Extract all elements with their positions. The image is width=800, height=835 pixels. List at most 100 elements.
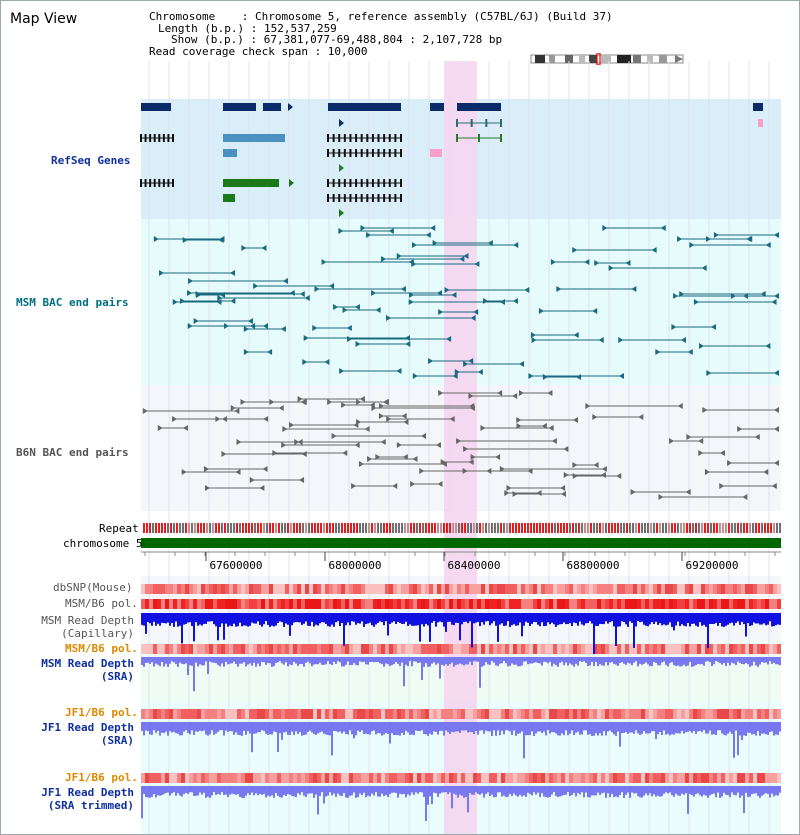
polymorphism-cell [453, 773, 457, 783]
polymorphism-cell [489, 644, 493, 654]
bac-end-marker [153, 236, 159, 242]
read-depth-bar [449, 613, 451, 622]
read-depth-bar [333, 613, 335, 627]
polymorphism-cell [345, 584, 349, 594]
read-depth-bar [697, 786, 699, 794]
read-depth-bar [499, 613, 501, 625]
polymorphism-cell [485, 773, 489, 783]
bac-end-marker [378, 413, 384, 419]
read-depth-bar [317, 722, 319, 734]
polymorphism-cell [613, 644, 617, 654]
read-depth-bar [295, 657, 297, 664]
read-depth-bar [575, 722, 577, 733]
read-depth-bar [537, 613, 539, 625]
read-depth-bar [665, 786, 667, 793]
read-depth-bar [393, 786, 395, 793]
read-depth-bar [619, 657, 621, 664]
polymorphism-cell [577, 709, 581, 719]
polymorphism-cell [181, 644, 185, 654]
track-label-refseq[interactable]: RefSeq Genes [51, 154, 131, 167]
polymorphism-cell [353, 644, 357, 654]
polymorphism-cell [665, 599, 669, 609]
read-depth-bar [487, 786, 489, 793]
read-depth-bar [689, 657, 691, 662]
polymorphism-cell [661, 773, 665, 783]
bac-end-marker [474, 261, 480, 267]
bac-end-marker [572, 417, 578, 423]
read-depth-bar [423, 613, 425, 627]
polymorphism-cell [505, 644, 509, 654]
read-depth-bar [347, 722, 349, 735]
repeat-mark [347, 523, 349, 533]
polymorphism-cell [637, 773, 641, 783]
polymorphism-cell [677, 584, 681, 594]
gene-exon [158, 179, 161, 187]
read-depth-bar [463, 613, 465, 623]
read-depth-bar [531, 722, 533, 732]
track-label-jf1-depth-sra-sub: (SRA) [100, 734, 134, 747]
bac-end-marker [386, 416, 392, 422]
polymorphism-cell [569, 644, 573, 654]
polymorphism-cell [541, 709, 545, 719]
read-depth-bar [547, 657, 549, 664]
polymorphism-cell [389, 584, 393, 594]
read-depth-bar [345, 657, 347, 665]
polymorphism-cell [521, 773, 525, 783]
read-depth-bar [427, 786, 429, 805]
track-label-b6n-bac[interactable]: B6N BAC end pairs [16, 446, 129, 459]
polymorphism-cell [373, 584, 377, 594]
read-depth-bar [275, 722, 277, 733]
polymorphism-cell [297, 584, 301, 594]
chromosome-ideogram[interactable] [529, 53, 687, 65]
read-depth-bar [535, 613, 537, 623]
read-depth-bar [449, 657, 451, 665]
read-depth-bar [701, 722, 703, 733]
read-depth-bar [473, 722, 475, 734]
read-depth-bar [253, 657, 255, 663]
polymorphism-cell [421, 709, 425, 719]
bac-end-marker [230, 270, 236, 276]
read-depth-bar [355, 613, 357, 625]
repeat-mark [305, 523, 307, 533]
read-depth-bar [541, 722, 543, 734]
read-depth-bar [565, 657, 567, 663]
read-depth-bar [361, 786, 363, 796]
read-depth-bar [167, 657, 169, 667]
read-depth-bar [509, 613, 511, 627]
polymorphism-cell [301, 773, 305, 783]
read-depth-bar [409, 722, 411, 735]
bac-end-marker [473, 309, 479, 315]
read-depth-bar [163, 657, 165, 667]
repeat-mark [167, 523, 169, 533]
bac-end-marker [518, 390, 524, 396]
gene-exon [355, 149, 358, 157]
repeat-mark [242, 523, 244, 533]
read-depth-bar [707, 613, 709, 648]
bac-end-marker [193, 318, 199, 324]
read-depth-bar [573, 722, 575, 735]
repeat-mark [329, 523, 331, 533]
read-depth-bar [651, 722, 653, 732]
read-depth-bar [273, 613, 275, 627]
track-label-msm-bac[interactable]: MSM BAC end pairs [16, 296, 129, 309]
polymorphism-cell [177, 644, 181, 654]
repeat-mark [503, 523, 505, 533]
read-depth-bar [611, 722, 613, 733]
polymorphism-cell [417, 599, 421, 609]
polymorphism-cell [221, 584, 225, 594]
read-depth-bar [503, 657, 505, 662]
bac-end-marker [771, 483, 777, 489]
read-depth-bar [727, 786, 729, 796]
polymorphism-cell [145, 599, 149, 609]
polymorphism-cell [625, 644, 629, 654]
bac-end-marker [468, 358, 474, 364]
read-depth-bar [233, 613, 235, 624]
bac-end-marker [281, 442, 287, 448]
polymorphism-cell [237, 709, 241, 719]
polymorphism-cell [357, 773, 361, 783]
bac-end-marker [538, 308, 544, 314]
read-depth-bar [179, 657, 181, 663]
read-depth-bar [571, 613, 573, 626]
read-depth-bar [317, 613, 319, 626]
